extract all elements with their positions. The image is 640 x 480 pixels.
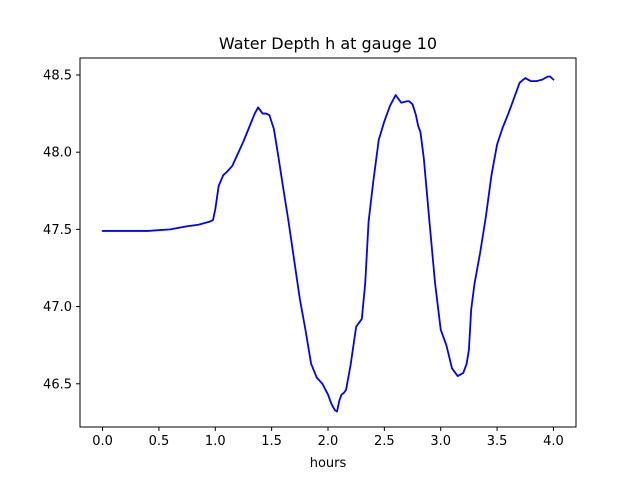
x-tick-label: 2.5 <box>374 434 395 449</box>
y-tick-label: 46.5 <box>43 377 72 392</box>
x-tick-label: 2.0 <box>318 434 339 449</box>
y-axis: 46.5 47.0 47.5 48.0 48.5 <box>43 68 80 392</box>
x-tick-label: 3.5 <box>487 434 508 449</box>
series-line <box>101 75 555 413</box>
chart-title: Water Depth h at gauge 10 <box>219 34 437 53</box>
y-tick-label: 48.0 <box>43 146 72 161</box>
x-tick-label: 4.0 <box>543 434 564 449</box>
x-axis-label: hours <box>310 456 347 471</box>
x-tick-label: 1.5 <box>261 434 282 449</box>
x-tick-label: 1.0 <box>205 434 226 449</box>
y-tick-label: 47.5 <box>43 223 72 238</box>
x-tick-label: 0.5 <box>149 434 170 449</box>
y-tick-label: 48.5 <box>43 68 72 83</box>
x-tick-label: 0.0 <box>92 434 113 449</box>
y-tick-label: 47.0 <box>43 300 72 315</box>
x-tick-label: 3.0 <box>430 434 451 449</box>
plot-area <box>101 75 555 413</box>
x-axis: 0.0 0.5 1.0 1.5 2.0 2.5 3.0 3.5 4.0 <box>92 427 564 449</box>
